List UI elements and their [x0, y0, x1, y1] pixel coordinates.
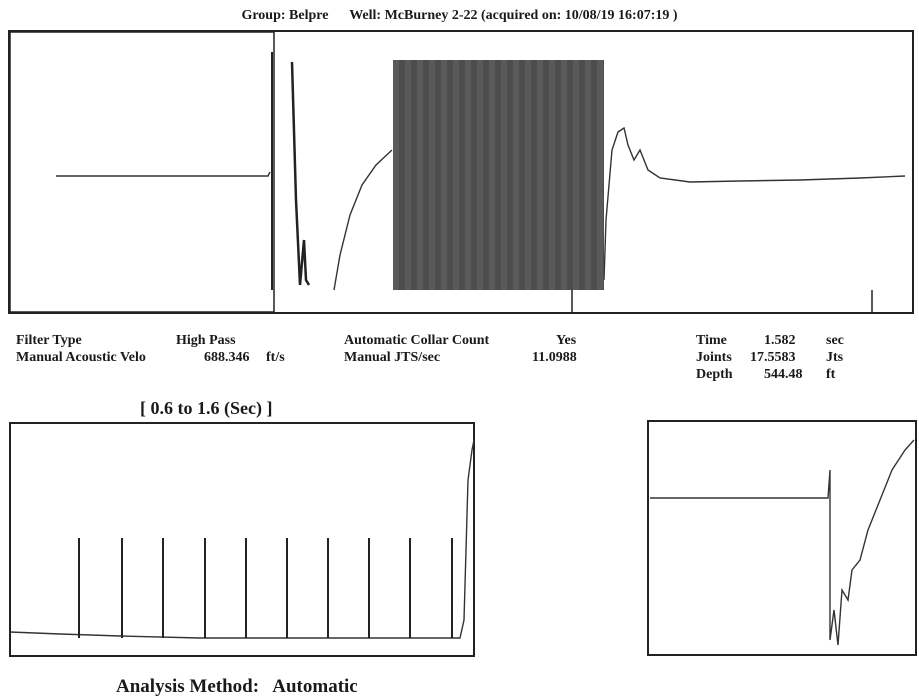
- window-title: Group: Belpre Well: McBurney 2-22 (acqui…: [0, 8, 919, 24]
- joints-label: Joints: [696, 350, 732, 365]
- depth-label: Depth: [696, 367, 733, 382]
- collar-tick: [162, 538, 164, 638]
- analysis-method: Analysis Method: Automatic: [116, 676, 358, 698]
- joints-unit: Jts: [826, 350, 844, 365]
- collar-window-title: [ 0.6 to 1.6 (Sec) ]: [140, 398, 272, 419]
- depth-value: 544.48: [764, 367, 803, 382]
- filter-type-value[interactable]: High Pass: [176, 333, 236, 348]
- acoustic-trace-panel[interactable]: [8, 30, 914, 314]
- collar-tick: [451, 538, 453, 638]
- signal-overlay-image: [393, 60, 604, 290]
- collar-tick: [121, 538, 123, 638]
- collar-tick: [368, 538, 370, 638]
- joints-value: 17.5583: [750, 350, 796, 365]
- velocity-unit: ft/s: [266, 350, 285, 365]
- collar-tick: [245, 538, 247, 638]
- range-label: [ 0.6 to 1.6 (Sec) ]: [140, 398, 273, 418]
- filter-type-label: Filter Type: [16, 333, 82, 348]
- well-label: Well: McBurney 2-22 (acquired on: 10/08/…: [349, 8, 678, 23]
- depth-unit: ft: [826, 367, 836, 382]
- collar-tick: [286, 538, 288, 638]
- jts-value[interactable]: 11.0988: [532, 350, 577, 365]
- time-value: 1.582: [764, 333, 796, 348]
- collar-tick: [204, 538, 206, 638]
- jts-label: Manual JTS/sec: [344, 350, 441, 365]
- collar-tick: [78, 538, 80, 638]
- collar-tick: [409, 538, 411, 638]
- analysis-label: Analysis Method:: [116, 676, 260, 697]
- velocity-value[interactable]: 688.346: [204, 350, 250, 365]
- analysis-value: Automatic: [272, 676, 358, 697]
- time-unit: sec: [826, 333, 844, 348]
- collar-count-value[interactable]: Yes: [556, 333, 577, 348]
- velocity-label: Manual Acoustic Velo: [16, 350, 146, 365]
- collar-count-label: Automatic Collar Count: [344, 333, 490, 348]
- time-label: Time: [696, 333, 727, 348]
- collar-tick: [327, 538, 329, 638]
- group-label: Group: Belpre: [241, 8, 329, 23]
